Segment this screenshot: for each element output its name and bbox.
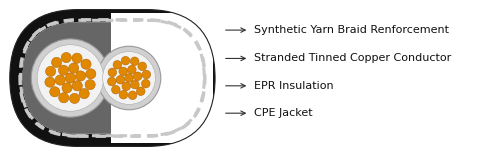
Circle shape xyxy=(124,74,134,82)
Circle shape xyxy=(45,77,55,87)
Circle shape xyxy=(81,59,91,69)
Circle shape xyxy=(86,69,96,79)
Circle shape xyxy=(112,85,120,94)
Circle shape xyxy=(119,67,128,76)
Circle shape xyxy=(58,93,69,103)
Circle shape xyxy=(128,91,137,100)
Circle shape xyxy=(68,63,79,73)
FancyBboxPatch shape xyxy=(22,22,203,134)
Circle shape xyxy=(70,93,80,104)
Circle shape xyxy=(76,71,86,81)
Circle shape xyxy=(79,89,90,99)
Circle shape xyxy=(134,72,142,80)
Circle shape xyxy=(61,52,72,63)
FancyBboxPatch shape xyxy=(22,22,203,134)
Circle shape xyxy=(55,75,66,85)
Circle shape xyxy=(119,90,128,99)
Circle shape xyxy=(58,65,68,75)
Circle shape xyxy=(108,77,116,86)
Text: Synthetic Yarn Braid Renforcement: Synthetic Yarn Braid Renforcement xyxy=(254,25,449,35)
Circle shape xyxy=(98,46,161,110)
Circle shape xyxy=(85,80,95,90)
Circle shape xyxy=(116,76,124,84)
Text: CPE Jacket: CPE Jacket xyxy=(254,108,313,118)
Circle shape xyxy=(108,68,116,77)
Text: EPR Insulation: EPR Insulation xyxy=(254,81,334,91)
Circle shape xyxy=(136,87,145,95)
Circle shape xyxy=(50,87,60,97)
Circle shape xyxy=(72,53,82,63)
Circle shape xyxy=(128,65,136,74)
Circle shape xyxy=(142,79,150,88)
Circle shape xyxy=(66,73,76,83)
Circle shape xyxy=(130,57,139,66)
Circle shape xyxy=(46,66,56,76)
Circle shape xyxy=(72,81,83,91)
Circle shape xyxy=(121,56,130,65)
Circle shape xyxy=(102,52,156,104)
Circle shape xyxy=(62,83,72,93)
Circle shape xyxy=(32,39,110,117)
Bar xyxy=(112,12,213,144)
Text: Stranded Tinned Copper Conductor: Stranded Tinned Copper Conductor xyxy=(254,54,452,63)
Circle shape xyxy=(138,62,146,71)
Circle shape xyxy=(122,82,130,91)
Circle shape xyxy=(37,45,104,111)
Circle shape xyxy=(52,57,62,67)
Circle shape xyxy=(142,70,150,79)
Circle shape xyxy=(130,80,139,89)
FancyBboxPatch shape xyxy=(10,10,215,146)
Circle shape xyxy=(113,61,122,69)
